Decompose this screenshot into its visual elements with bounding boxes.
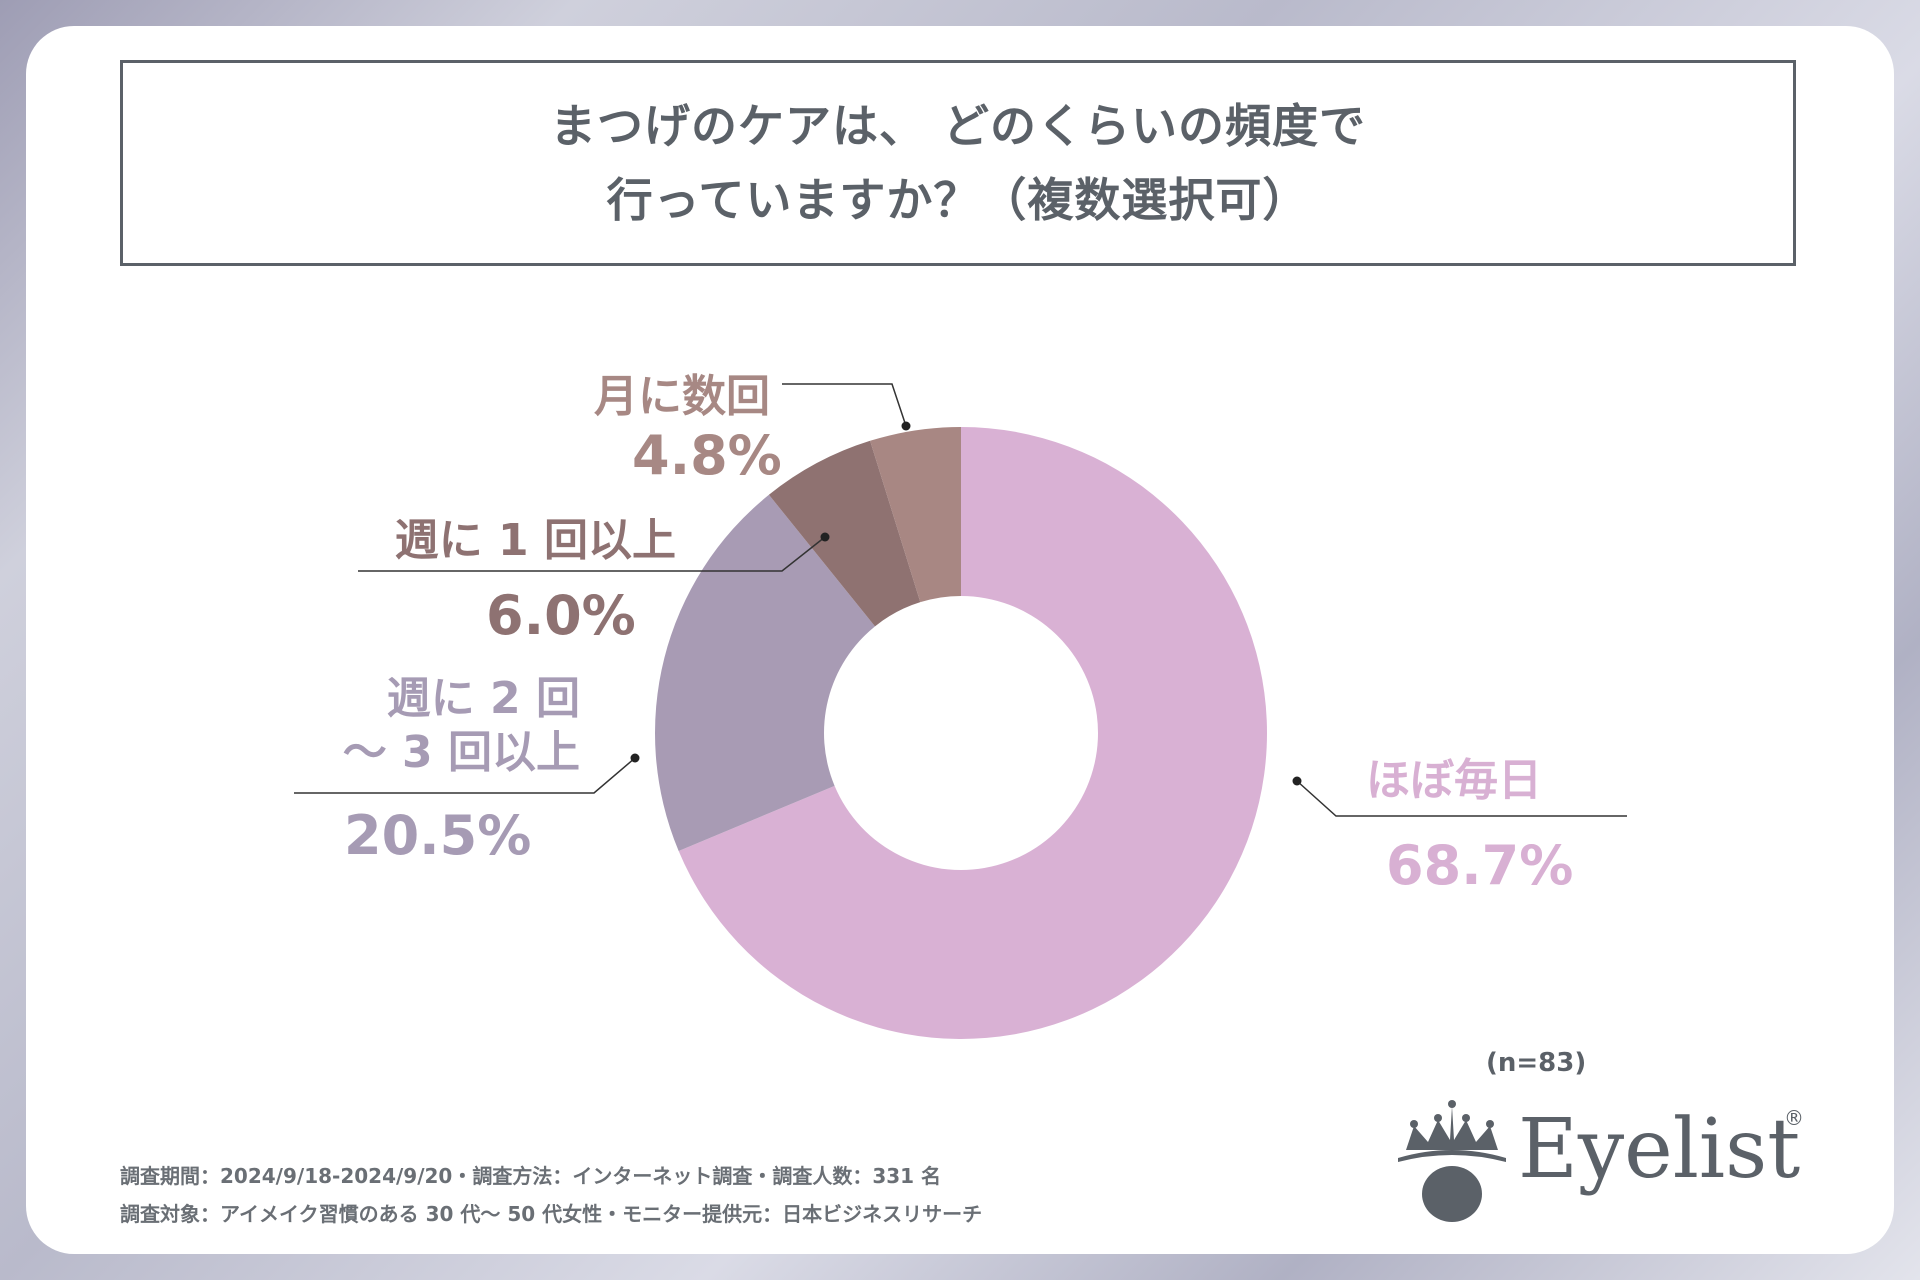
footnote-survey-target: 調査対象：アイメイク習慣のある 30 代～ 50 代女性・モニター提供元：日本ビ… <box>120 1202 983 1226</box>
registered-mark: ® <box>1784 1106 1804 1130</box>
slice-monthly <box>870 427 961 603</box>
slice-2to3 <box>655 494 876 851</box>
crown-eye-icon <box>1398 1100 1506 1222</box>
value-2to3: 20.5% <box>344 804 532 867</box>
label-2to3-line1: 週に 2 回 <box>386 673 580 724</box>
title-box: まつげのケアは、 どのくらいの頻度で 行っていますか？（複数選択可） <box>120 60 1796 266</box>
leader-line-monthly <box>782 383 907 427</box>
slice-1 <box>768 440 921 627</box>
brand-name: Eyelist <box>1518 1102 1801 1197</box>
leader-lines <box>294 383 1627 817</box>
leader-dot-monthly <box>901 421 911 431</box>
value-monthly: 4.8% <box>632 424 782 487</box>
label-1: 週に 1 回以上 <box>394 515 676 566</box>
label-daily: ほぼ毎日 <box>1366 755 1542 806</box>
label-2to3-line2: ～ 3 回以上 <box>342 727 580 778</box>
value-1: 6.0% <box>486 584 636 647</box>
footnote-survey-period: 調査期間：2024/9/18-2024/9/20・調査方法：インターネット調査・… <box>120 1164 942 1188</box>
brand-logo: Eyelist ® <box>1392 1098 1812 1228</box>
donut-slices <box>655 427 1267 1039</box>
label-monthly: 月に数回 <box>594 371 770 422</box>
leader-dot-2to3 <box>630 753 640 763</box>
leader-dot-1 <box>820 532 830 542</box>
slice-daily <box>678 427 1267 1039</box>
sample-size: (n=83) <box>1486 1048 1587 1078</box>
leader-dots <box>630 421 1302 786</box>
leader-line-2to3 <box>294 757 636 794</box>
title-line-2: 行っていますか？（複数選択可） <box>606 173 1310 227</box>
value-daily: 68.7% <box>1386 834 1574 897</box>
title-line-1: まつげのケアは、 どのくらいの頻度で <box>549 99 1366 153</box>
leader-line-daily <box>1296 780 1627 817</box>
leader-line-1 <box>358 536 826 572</box>
leader-dot-daily <box>1292 776 1302 786</box>
